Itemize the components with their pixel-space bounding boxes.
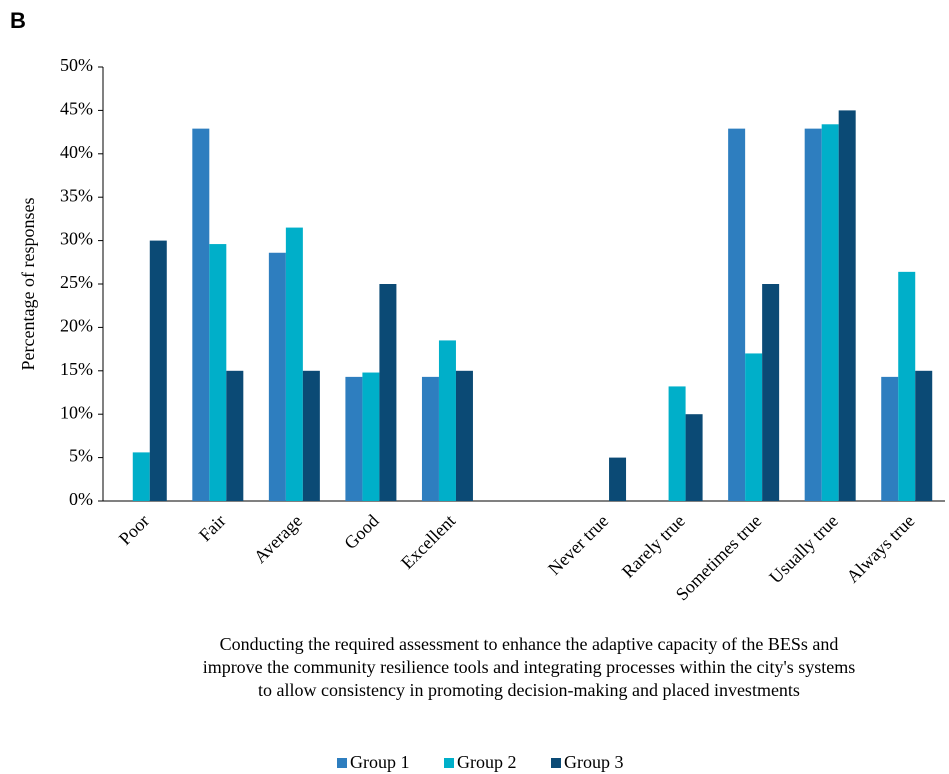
bar xyxy=(379,284,397,501)
bar xyxy=(268,252,286,501)
bar xyxy=(455,370,473,501)
y-tick-label: 10% xyxy=(60,402,93,422)
bar xyxy=(881,376,899,501)
bar xyxy=(685,414,703,501)
x-tick-label: Average xyxy=(250,511,306,567)
x-tick-label: Always true xyxy=(842,511,918,587)
bar xyxy=(804,128,822,502)
y-tick-label: 5% xyxy=(69,446,93,466)
x-axis-label: Conducting the required assessment to en… xyxy=(220,634,839,654)
x-tick-label: Fair xyxy=(195,511,230,546)
x-axis-label: improve the community resilience tools a… xyxy=(203,657,856,677)
bar xyxy=(838,110,856,502)
y-tick-label: 15% xyxy=(60,359,93,379)
x-tick-label: Excellent xyxy=(397,511,459,573)
y-tick-label: 45% xyxy=(60,99,93,119)
y-tick-label: 35% xyxy=(60,185,93,205)
bar xyxy=(745,353,763,501)
bar xyxy=(762,284,780,501)
bar xyxy=(421,376,439,501)
bar xyxy=(285,227,303,501)
x-tick-label: Never true xyxy=(544,511,612,579)
bar xyxy=(362,372,380,501)
legend-swatch xyxy=(551,758,561,768)
bar xyxy=(192,128,210,502)
y-tick-label: 0% xyxy=(69,489,93,509)
bar xyxy=(821,124,839,502)
bar xyxy=(668,386,686,501)
x-axis-label: to allow consistency in promoting decisi… xyxy=(258,680,800,700)
bar xyxy=(209,244,227,501)
legend-swatch xyxy=(337,758,347,768)
bar xyxy=(915,370,933,501)
legend-label: Group 2 xyxy=(457,752,517,772)
bar xyxy=(302,370,320,501)
bar xyxy=(132,452,150,501)
x-tick-label: Usually true xyxy=(765,511,842,588)
bar xyxy=(226,370,244,501)
y-tick-label: 50% xyxy=(60,55,93,75)
x-tick-label: Poor xyxy=(115,511,153,549)
y-tick-label: 25% xyxy=(60,272,93,292)
bar xyxy=(149,240,167,501)
x-tick-label: Good xyxy=(340,511,382,553)
bar xyxy=(609,457,627,501)
y-tick-label: 40% xyxy=(60,142,93,162)
bar xyxy=(438,340,456,501)
y-tick-label: 20% xyxy=(60,316,93,336)
bar xyxy=(728,128,746,502)
bar xyxy=(345,376,363,501)
y-tick-label: 30% xyxy=(60,229,93,249)
x-tick-label: Rarely true xyxy=(618,511,689,582)
bar xyxy=(898,271,916,501)
legend-label: Group 3 xyxy=(564,752,624,772)
panel-label: B xyxy=(10,8,26,33)
legend-swatch xyxy=(444,758,454,768)
y-axis-label: Percentage of responses xyxy=(18,198,38,371)
legend-label: Group 1 xyxy=(350,752,410,772)
